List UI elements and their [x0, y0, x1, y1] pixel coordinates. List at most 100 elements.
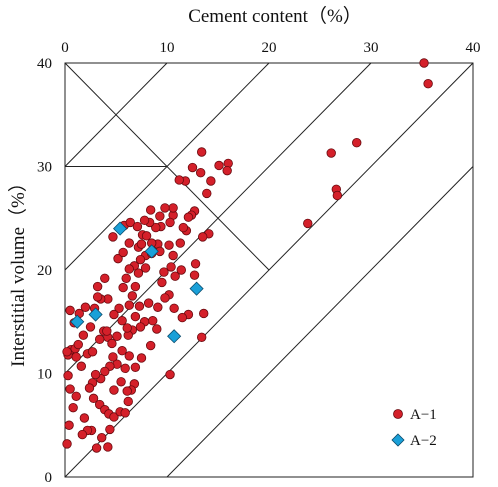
reference-lines: [64, 62, 474, 478]
data-point-a1: [196, 332, 207, 342]
data-point-a1: [77, 429, 88, 440]
data-point-a1: [92, 281, 103, 292]
data-point-a2: [144, 244, 159, 259]
data-point-a2: [70, 314, 85, 329]
data-point-a1: [419, 58, 429, 68]
data-point-a1: [148, 316, 158, 326]
data-point-a1: [102, 326, 112, 336]
data-point-a1: [120, 363, 130, 374]
data-point-a1: [124, 264, 134, 274]
data-point-a1: [63, 370, 73, 381]
data-point-a1: [136, 353, 147, 363]
data-point-a1: [117, 316, 127, 326]
data-point-a1: [122, 323, 132, 333]
data-point-a1: [73, 339, 83, 350]
data-point-a1: [159, 267, 169, 277]
data-point-a1: [130, 281, 141, 292]
data-point-a1: [143, 298, 154, 308]
data-point-a1: [62, 439, 72, 449]
data-point-a1: [122, 386, 132, 396]
data-point-a1: [175, 238, 185, 248]
data-point-a1: [160, 293, 170, 303]
data-point-a2: [167, 329, 182, 344]
y-tick-label: 20: [37, 263, 52, 279]
data-point-a1: [168, 203, 178, 213]
data-point-a1: [155, 211, 165, 221]
data-point-a1: [97, 432, 107, 443]
data-point-a1: [165, 369, 175, 380]
data-point-a1: [187, 162, 198, 173]
data-point-a1: [135, 322, 146, 332]
data-point-a1: [80, 302, 91, 312]
y-tick-label: 0: [45, 470, 53, 486]
x-tick-label: 10: [160, 40, 175, 56]
data-point-a1: [303, 218, 313, 229]
data-point-a1: [152, 324, 162, 334]
data-point-a1: [352, 137, 362, 148]
data-point-a1: [177, 312, 188, 323]
legend-label-a1: A−1: [410, 407, 437, 423]
data-point-a1: [64, 420, 74, 430]
data-point-a1: [206, 176, 216, 186]
data-point-a1: [169, 303, 179, 313]
data-point-a1: [103, 442, 113, 452]
data-point-a1: [202, 188, 212, 199]
data-point-a1: [116, 377, 126, 387]
data-point-a1: [90, 369, 101, 380]
data-point-a1: [133, 268, 144, 278]
data-point-a1: [117, 346, 127, 356]
data-point-a1: [222, 165, 232, 176]
data-point-a1: [85, 322, 96, 332]
data-point-a1: [91, 443, 102, 453]
legend-marker-a2: [391, 433, 405, 447]
data-point-a1: [199, 308, 209, 319]
data-point-a1: [118, 282, 128, 293]
data-point-a1: [190, 259, 201, 269]
data-point-a1: [135, 254, 146, 265]
data-point-a1: [165, 217, 175, 228]
legend-marker-a1: [393, 409, 403, 419]
data-point-a1: [65, 305, 75, 316]
data-point-a1: [145, 205, 156, 215]
x-axis-title: Cement content（%）: [188, 5, 362, 27]
data-point-a1: [140, 263, 151, 273]
data-point-a1: [160, 203, 170, 213]
data-point-a1: [100, 273, 110, 283]
data-point-a1: [124, 238, 134, 248]
data-point-a1: [423, 78, 433, 89]
data-point-a1: [113, 253, 123, 264]
data-point-a1: [326, 148, 336, 158]
data-point-a1: [176, 265, 186, 275]
data-point-a1: [174, 175, 184, 185]
data-point-a1: [130, 311, 141, 322]
data-point-a1: [332, 190, 343, 201]
data-point-a1: [109, 412, 119, 422]
y-tick-label: 10: [37, 367, 52, 383]
data-point-a1: [145, 340, 156, 351]
data-point-a1: [170, 271, 180, 281]
data-point-a1: [76, 361, 87, 371]
data-point-a1: [166, 262, 176, 272]
data-point-a1: [68, 402, 78, 413]
data-point-a1: [157, 277, 167, 288]
y-axis-ticks: 0 10 20 30 40: [37, 56, 52, 486]
data-point-a1: [134, 301, 145, 311]
data-point-a1: [214, 160, 224, 171]
data-point-a1: [84, 383, 95, 393]
data-point-a1: [62, 347, 72, 357]
data-point-a1: [65, 384, 75, 394]
legend-label-a2: A−2: [410, 433, 437, 449]
data-point-a1: [164, 240, 174, 250]
data-point-a1: [130, 362, 141, 372]
data-point-a1: [71, 391, 81, 401]
x-tick-label: 0: [61, 40, 69, 56]
x-axis-ticks: 0 10 20 30 40: [61, 40, 480, 56]
data-point-a1: [197, 232, 208, 242]
y-tick-label: 30: [37, 160, 52, 176]
data-point-a1: [124, 300, 134, 310]
data-point-a1: [71, 352, 81, 362]
data-point-a1: [139, 215, 150, 226]
data-point-a1: [100, 366, 110, 377]
data-point-a1: [136, 239, 147, 249]
data-point-a1: [109, 385, 119, 395]
